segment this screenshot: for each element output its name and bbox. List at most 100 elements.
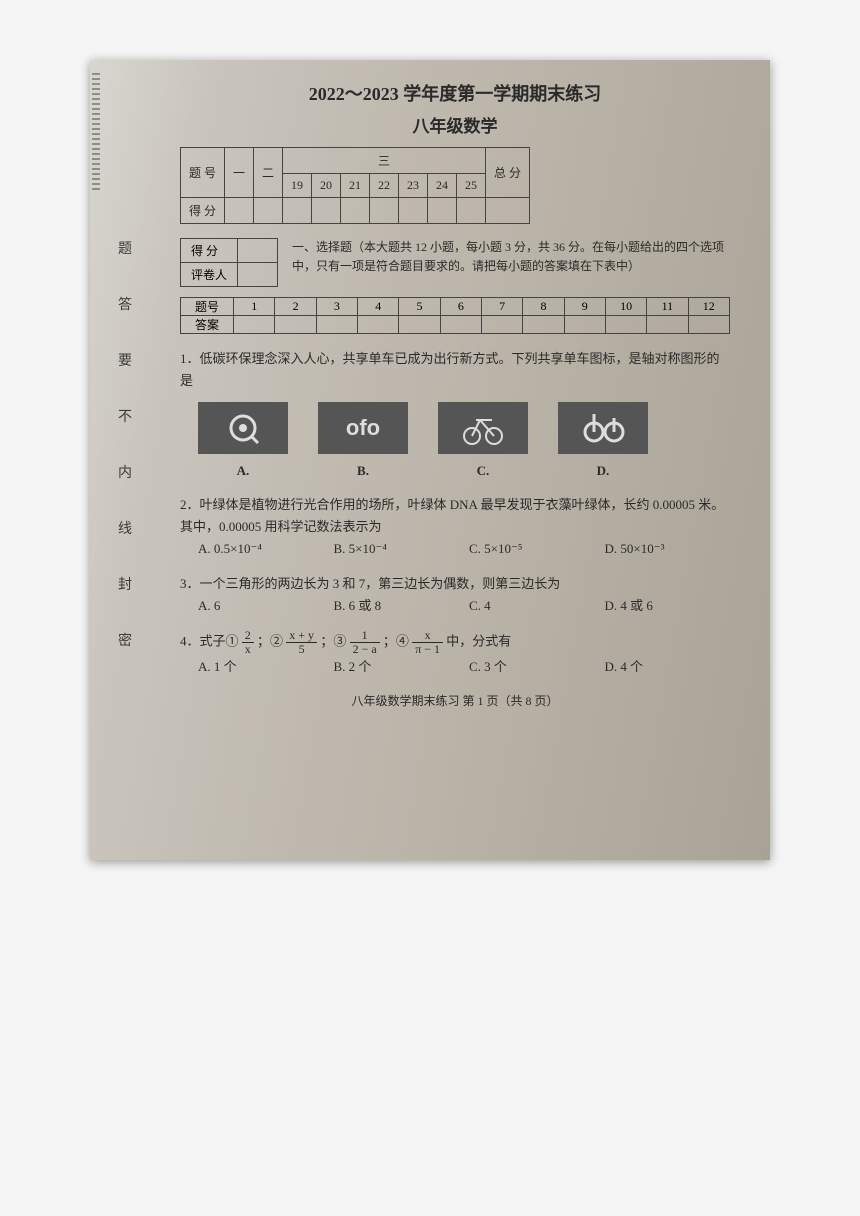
mini-blank bbox=[238, 239, 278, 263]
ans-blank bbox=[523, 316, 564, 334]
score-cell bbox=[428, 198, 457, 224]
col-two: 二 bbox=[254, 148, 283, 198]
margin-char: 不 bbox=[118, 406, 132, 426]
ans-blank bbox=[482, 316, 523, 334]
ans-blank bbox=[275, 316, 316, 334]
q1-text: 1．低碳环保理念深入人心，共享单车已成为出行新方式。下列共享单车图标，是轴对称图… bbox=[180, 351, 720, 388]
q3-b: B. 6 或 8 bbox=[334, 595, 460, 617]
ans-num: 7 bbox=[482, 298, 523, 316]
margin-char: 要 bbox=[118, 350, 132, 370]
q4-tail: 中，分式有 bbox=[446, 633, 511, 648]
q4-a: A. 1 个 bbox=[198, 656, 324, 678]
ans-num: 8 bbox=[523, 298, 564, 316]
logo-a bbox=[198, 402, 288, 454]
q3-text: 3．一个三角形的两边长为 3 和 7，第三边长为偶数，则第三边长为 bbox=[180, 576, 560, 591]
mini-grader: 评卷人 bbox=[181, 263, 238, 287]
col-25: 25 bbox=[457, 174, 486, 198]
logo-d bbox=[558, 402, 648, 454]
col-21: 21 bbox=[341, 174, 370, 198]
q3-c: C. 4 bbox=[469, 595, 595, 617]
q2-text: 2．叶绿体是植物进行光合作用的场所，叶绿体 DNA 最早发现于衣藻叶绿体，长约 … bbox=[180, 497, 724, 534]
q4-b: B. 2 个 bbox=[334, 656, 460, 678]
q4-mid1: ；② bbox=[257, 633, 283, 648]
section1-instructions: 一、选择题（本大题共 12 小题，每小题 3 分，共 36 分。在每小题给出的四… bbox=[292, 238, 730, 276]
col-total: 总 分 bbox=[486, 148, 530, 198]
score-summary-table: 题 号 一 二 三 总 分 19 20 21 22 23 24 25 得 分 bbox=[180, 147, 530, 224]
q2-b: B. 5×10⁻⁴ bbox=[334, 538, 460, 560]
q3-a: A. 6 bbox=[198, 595, 324, 617]
frac-2: x + y5 bbox=[286, 629, 317, 656]
q4-mid2: ；③ bbox=[320, 633, 346, 648]
exam-page: 题 答 要 不 内 线 封 密 2022～2023 学年度第一学期期末练习 八年… bbox=[90, 60, 770, 860]
mini-blank bbox=[238, 263, 278, 287]
ans-num: 9 bbox=[564, 298, 605, 316]
col-23: 23 bbox=[399, 174, 428, 198]
score-cell bbox=[370, 198, 399, 224]
ans-num: 12 bbox=[688, 298, 729, 316]
margin-char: 封 bbox=[118, 574, 132, 594]
logo-b: ofo bbox=[318, 402, 408, 454]
answer-grid: 题号 1 2 3 4 5 6 7 8 9 10 11 12 答案 bbox=[180, 297, 730, 334]
score-cell bbox=[341, 198, 370, 224]
ans-blank bbox=[399, 316, 440, 334]
col-19: 19 bbox=[283, 174, 312, 198]
score-label-score: 得 分 bbox=[181, 198, 225, 224]
ans-blank bbox=[688, 316, 729, 334]
ans-num: 3 bbox=[316, 298, 357, 316]
q3-d: D. 4 或 6 bbox=[605, 595, 731, 617]
question-3: 3．一个三角形的两边长为 3 和 7，第三边长为偶数，则第三边长为 A. 6 B… bbox=[180, 573, 730, 617]
opt-b: B. bbox=[318, 460, 408, 482]
col-20: 20 bbox=[312, 174, 341, 198]
opt-a: A. bbox=[198, 460, 288, 482]
ans-blank bbox=[605, 316, 646, 334]
ans-num: 6 bbox=[440, 298, 481, 316]
ans-num: 1 bbox=[234, 298, 275, 316]
ans-num: 5 bbox=[399, 298, 440, 316]
ans-num: 11 bbox=[647, 298, 688, 316]
ans-blank bbox=[440, 316, 481, 334]
frac-1: 2x bbox=[242, 629, 254, 656]
score-cell bbox=[457, 198, 486, 224]
exam-title-line1: 2022～2023 学年度第一学期期末练习 bbox=[180, 80, 730, 106]
score-label-qnum: 题 号 bbox=[181, 148, 225, 198]
margin-char: 线 bbox=[118, 518, 132, 538]
q4-c: C. 3 个 bbox=[469, 656, 595, 678]
col-22: 22 bbox=[370, 174, 399, 198]
col-three-header: 三 bbox=[283, 148, 486, 174]
q4-d: D. 4 个 bbox=[605, 656, 731, 678]
ans-blank bbox=[564, 316, 605, 334]
ans-blank bbox=[647, 316, 688, 334]
exam-title-line2: 八年级数学 bbox=[180, 112, 730, 137]
score-cell bbox=[254, 198, 283, 224]
grader-mini-table: 得 分 评卷人 bbox=[180, 238, 278, 287]
margin-char: 答 bbox=[118, 294, 132, 314]
frac-3: 12 − a bbox=[350, 629, 380, 656]
q4-mid3: ；④ bbox=[383, 633, 409, 648]
col-24: 24 bbox=[428, 174, 457, 198]
score-cell bbox=[486, 198, 530, 224]
margin-char: 密 bbox=[118, 630, 132, 650]
frac-4: xπ − 1 bbox=[412, 629, 443, 656]
margin-char: 内 bbox=[118, 462, 132, 482]
page-footer: 八年级数学期末练习 第 1 页（共 8 页） bbox=[180, 692, 730, 709]
col-one: 一 bbox=[225, 148, 254, 198]
margin-char: 题 bbox=[118, 238, 132, 258]
score-cell bbox=[225, 198, 254, 224]
opt-d: D. bbox=[558, 460, 648, 482]
margin-vertical-text: 题 答 要 不 内 线 封 密 bbox=[100, 220, 150, 668]
ans-num: 4 bbox=[358, 298, 399, 316]
ans-num: 2 bbox=[275, 298, 316, 316]
ans-row-answer: 答案 bbox=[181, 316, 234, 334]
q2-d: D. 50×10⁻³ bbox=[605, 538, 731, 560]
mini-score: 得 分 bbox=[181, 239, 238, 263]
q2-c: C. 5×10⁻⁵ bbox=[469, 538, 595, 560]
logo-c bbox=[438, 402, 528, 454]
score-cell bbox=[399, 198, 428, 224]
q2-a: A. 0.5×10⁻⁴ bbox=[198, 538, 324, 560]
score-cell bbox=[312, 198, 341, 224]
question-1: 1．低碳环保理念深入人心，共享单车已成为出行新方式。下列共享单车图标，是轴对称图… bbox=[180, 348, 730, 482]
barcode-strip bbox=[92, 70, 100, 190]
question-4: 4．式子① 2x ；② x + y5 ；③ 12 − a ；④ xπ − 1 中… bbox=[180, 629, 730, 678]
ans-row-qnum: 题号 bbox=[181, 298, 234, 316]
question-2: 2．叶绿体是植物进行光合作用的场所，叶绿体 DNA 最早发现于衣藻叶绿体，长约 … bbox=[180, 494, 730, 560]
